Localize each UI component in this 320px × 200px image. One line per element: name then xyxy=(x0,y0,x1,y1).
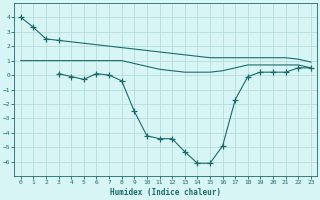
X-axis label: Humidex (Indice chaleur): Humidex (Indice chaleur) xyxy=(110,188,221,197)
